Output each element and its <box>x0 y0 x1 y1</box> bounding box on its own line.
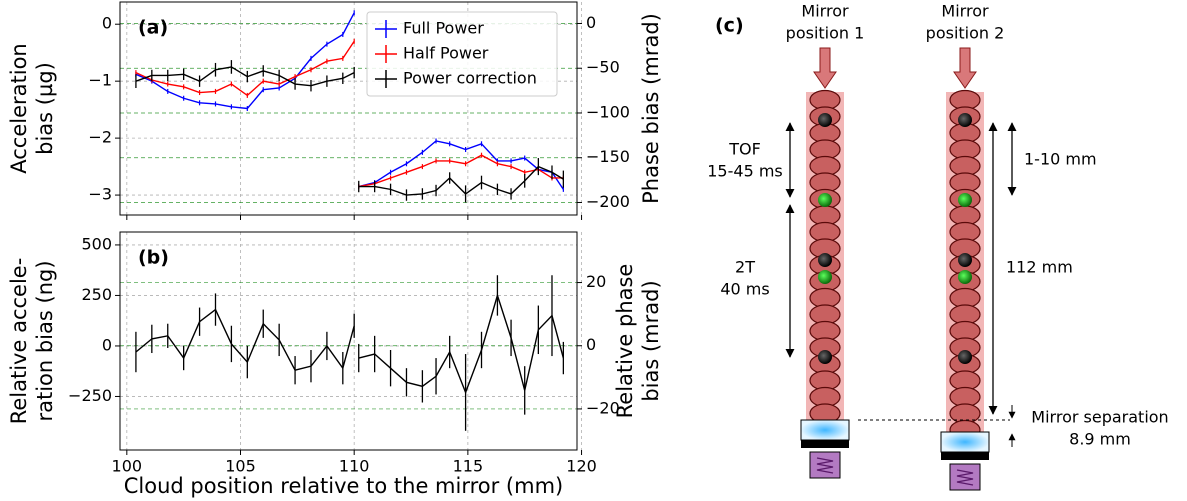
panel-label: (a) <box>138 17 168 39</box>
x-tick-label: 110 <box>339 457 370 476</box>
y-axis-label: Relative accele- <box>7 258 31 425</box>
spring <box>956 469 974 486</box>
legend-label: Full Power <box>403 19 484 38</box>
atom-cloud <box>818 193 832 207</box>
legend-label: Half Power <box>403 44 489 63</box>
atom-cloud <box>958 350 972 364</box>
atom-cloud <box>818 113 832 127</box>
atom-cloud <box>958 270 972 284</box>
column-title: Mirror <box>941 2 989 21</box>
dimension-label: 40 ms <box>720 280 769 299</box>
x-tick-label: 105 <box>225 457 256 476</box>
atom-cloud <box>818 270 832 284</box>
y2-tick-label: 0 <box>586 335 596 354</box>
dimension-label: 1-10 mm <box>1024 150 1097 169</box>
x-tick-label: 120 <box>566 457 597 476</box>
legend-box <box>366 11 558 97</box>
y-tick-label: 0 <box>102 335 112 354</box>
y-axis-label: ration bias (ng) <box>33 260 57 421</box>
atom-cloud <box>958 253 972 267</box>
dimension-label: Mirror separation <box>1031 408 1168 427</box>
y-axis-label: Acceleration <box>7 43 31 174</box>
plot-frame <box>119 231 578 451</box>
y-axis-label: bias (µg) <box>33 62 57 155</box>
y2-tick-label: 20 <box>586 272 606 291</box>
x-axis-label: Cloud position relative to the mirror (m… <box>124 474 563 498</box>
mirror-base <box>801 440 849 448</box>
y2-tick-label: −100 <box>586 102 630 121</box>
y2-tick-label: 0 <box>586 13 596 32</box>
y-tick-label: −3 <box>88 185 112 204</box>
panel-label: (c) <box>715 15 744 37</box>
y-tick-label: 0 <box>102 14 112 33</box>
atom-cloud <box>818 253 832 267</box>
column-title: Mirror <box>801 2 849 21</box>
y2-tick-label: −150 <box>586 147 630 166</box>
plot-frame <box>119 1 578 216</box>
atom-cloud <box>958 193 972 207</box>
y2-tick-label: −200 <box>586 192 630 211</box>
y-tick-label: −2 <box>88 128 112 147</box>
mirror <box>940 431 990 453</box>
panel-label: (b) <box>138 247 169 269</box>
dimension-label: 2T <box>735 258 755 277</box>
atom-cloud <box>818 350 832 364</box>
column-title: position 2 <box>926 24 1005 43</box>
y-tick-label: 500 <box>81 234 112 253</box>
beam-arrow <box>813 47 837 89</box>
atom-cloud <box>958 113 972 127</box>
legend-label: Power correction <box>403 69 537 88</box>
y-tick-label: 250 <box>81 285 112 304</box>
y2-axis-label: bias (mrad) <box>639 280 663 401</box>
y-tick-label: −1 <box>88 71 112 90</box>
dimension-label: 112 mm <box>1006 258 1073 277</box>
y2-axis-label: Phase bias (mrad) <box>639 13 663 204</box>
y2-tick-label: −50 <box>586 58 620 77</box>
y2-tick-label: −20 <box>586 398 620 417</box>
x-tick-label: 115 <box>453 457 484 476</box>
beam-arrow <box>953 47 977 89</box>
mirror <box>800 419 850 441</box>
mirror-base <box>941 452 989 460</box>
x-tick-label: 100 <box>112 457 143 476</box>
spring <box>816 457 834 474</box>
y-tick-label: −250 <box>68 386 112 405</box>
column-title: position 1 <box>786 24 865 43</box>
dimension-label: TOF <box>728 140 761 159</box>
y2-axis-label: Relative phase <box>613 264 637 419</box>
dimension-label: 8.9 mm <box>1069 430 1131 449</box>
dimension-label: 15-45 ms <box>707 162 783 181</box>
